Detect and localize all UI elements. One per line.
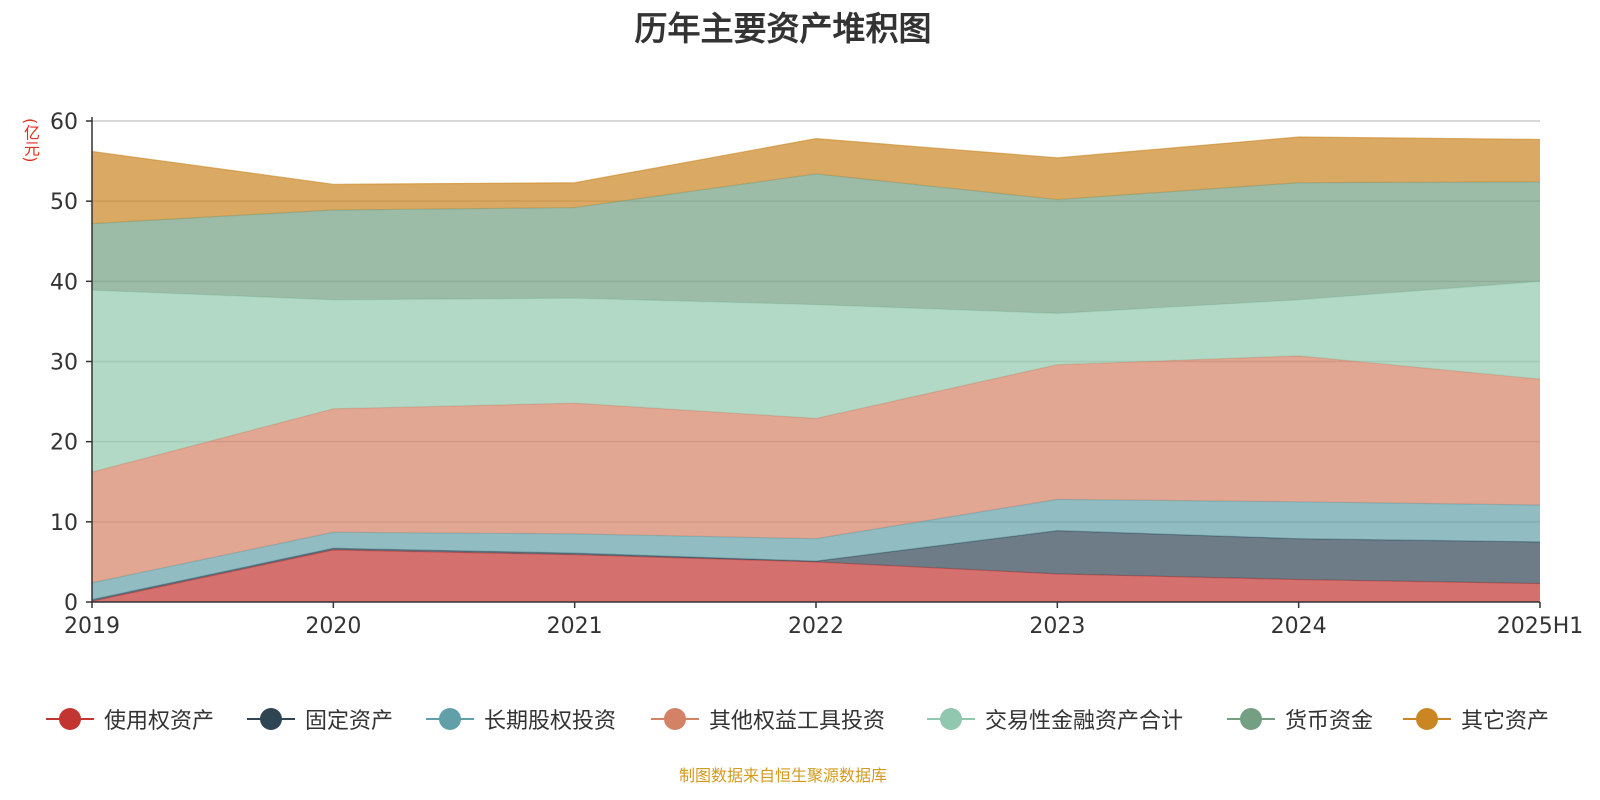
legend-item-5[interactable]: 交易性金融资产合计	[927, 702, 1183, 736]
x-tick-label-2023: 2023	[1029, 614, 1085, 639]
y-tick-label-30: 30	[50, 351, 78, 376]
legend-item-7[interactable]: 其它资产	[1403, 702, 1549, 736]
legend-item-3[interactable]: 长期股权投资	[426, 702, 616, 736]
x-tick-label-2022: 2022	[788, 614, 844, 639]
area-series-2	[92, 530, 1540, 602]
x-tick-label-2024: 2024	[1271, 614, 1327, 639]
y-tick-label-0: 0	[64, 591, 78, 616]
legend-marker-icon	[1227, 702, 1275, 736]
y-tick-label-10: 10	[50, 511, 78, 536]
legend-label: 交易性金融资产合计	[985, 709, 1184, 734]
legend-label: 长期股权投资	[484, 709, 617, 734]
legend-item-2[interactable]: 固定资产	[247, 702, 393, 736]
area-edge-series-5	[91, 280, 1541, 315]
legend-marker-icon	[247, 702, 295, 736]
legend-item-1[interactable]: 使用权资产	[46, 702, 214, 736]
legend-marker-icon	[927, 702, 975, 736]
legend-marker-icon	[46, 702, 94, 736]
legend-marker-icon	[1403, 702, 1451, 736]
legend-item-4[interactable]: 其他权益工具投资	[651, 702, 885, 736]
tick-label-layer: 0 10 20 30 40 50 60 2019 2020 2021 2022 2023 2024 202…	[50, 110, 1583, 639]
legend-marker-icon	[651, 702, 699, 736]
y-tick-label-50: 50	[50, 190, 78, 215]
y-tick-label-40: 40	[50, 270, 78, 295]
data-source-note: 制图数据来自恒生聚源数据库	[678, 766, 887, 785]
legend-marker-icon	[426, 702, 474, 736]
legend-item-6[interactable]: 货币资金	[1227, 702, 1373, 736]
area-series-1	[92, 549, 1540, 602]
area-series-6	[92, 173, 1540, 314]
legend-label: 其它资产	[1461, 709, 1550, 734]
x-tick-label-2019: 2019	[64, 614, 120, 639]
y-tick-label-60: 60	[50, 110, 78, 135]
stacked-area-chart: 0 10 20 30 40 50 60 2019 2020 2021 2022 2023 2024 202…	[50, 110, 1583, 639]
legend-label: 固定资产	[305, 709, 394, 734]
area-series-7	[92, 137, 1540, 224]
x-tick-label-2025H1: 2025H1	[1497, 614, 1584, 639]
area-edge-series-7	[91, 136, 1541, 185]
y-axis-unit-label: (亿元)	[21, 118, 40, 163]
legend-label: 使用权资产	[104, 709, 215, 734]
legend: 使用权资产 固定资产 长期股权投资 其他权益工具投资 交易性金融资产合计 货币资金 其它资产	[46, 702, 1566, 736]
area-series-3	[92, 499, 1540, 600]
area-series-4	[92, 355, 1540, 583]
x-tick-label-2020: 2020	[305, 614, 361, 639]
legend-label: 货币资金	[1285, 709, 1374, 734]
x-tick-label-2021: 2021	[547, 614, 603, 639]
axis-layer	[86, 117, 1541, 608]
area-layer	[91, 136, 1541, 602]
y-tick-label-20: 20	[50, 431, 78, 456]
chart-title: 历年主要资产堆积图	[634, 9, 932, 48]
area-series-5	[92, 281, 1540, 473]
legend-label: 其他权益工具投资	[709, 709, 886, 734]
